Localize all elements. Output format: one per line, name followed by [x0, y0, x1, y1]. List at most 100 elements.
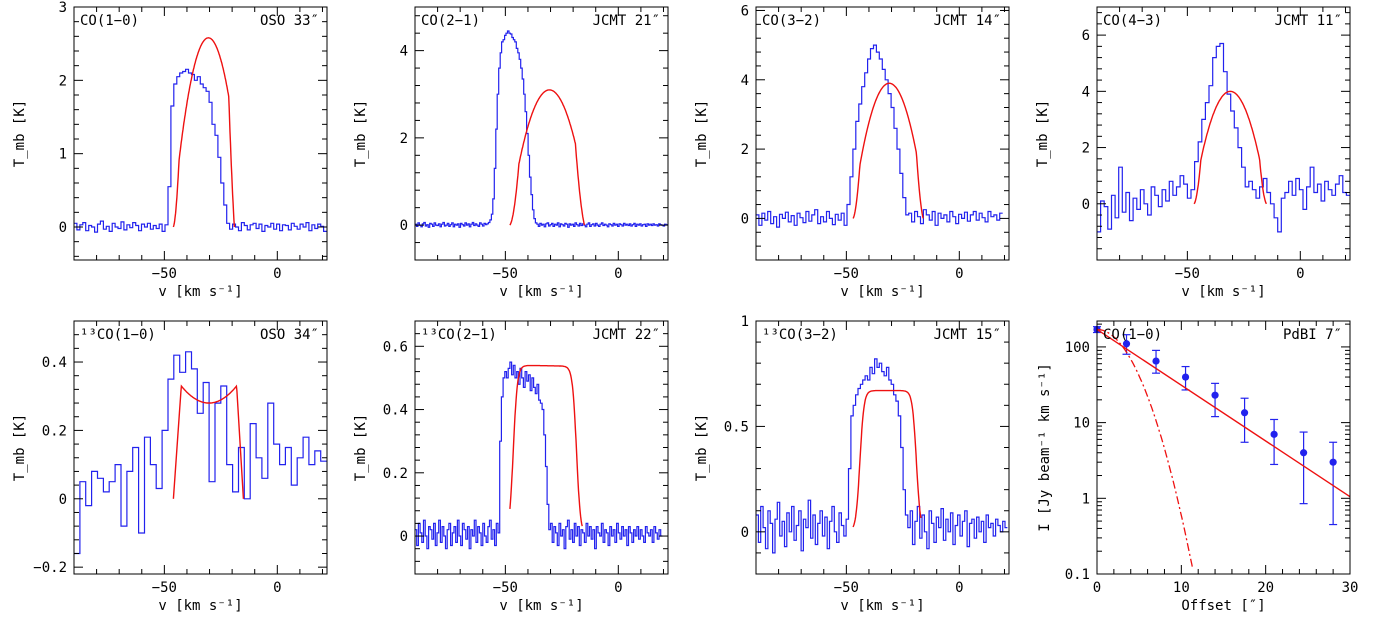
data-point	[1299, 431, 1308, 505]
x-tick-label: −50	[834, 266, 859, 282]
y-axis-label: I [Jy beam⁻¹ km s⁻¹]	[1037, 363, 1053, 532]
data-point	[1211, 382, 1220, 418]
y-tick-label: 2	[400, 131, 408, 147]
model-fit-curve	[1193, 90, 1268, 205]
x-axis-label: v [km s⁻¹]	[1181, 284, 1265, 300]
data-marker	[1181, 373, 1190, 381]
y-tick-label: 6	[741, 3, 749, 19]
x-tick-label: 0	[1093, 580, 1101, 596]
data-marker	[1270, 430, 1278, 438]
chart-panel-4: −50 0 0 2 4 6 v [km s⁻¹] T_mb [K] CO(4−3) JCMT 11…	[1035, 6, 1351, 300]
data-marker	[1152, 357, 1160, 365]
y-tick-label: 0.6	[383, 339, 408, 355]
plot-frame	[73, 6, 328, 261]
y-tick-label: 0.4	[383, 403, 408, 419]
plot-frame	[755, 6, 1010, 261]
transition-label: CO(1−0)	[1103, 327, 1162, 343]
observed-spectrum	[74, 68, 327, 233]
y-tick-label: 0.1	[1065, 567, 1090, 583]
data-point	[1181, 365, 1190, 391]
telescope-beam-label: OSO 34″	[260, 327, 319, 343]
telescope-beam-label: JCMT 21″	[593, 13, 660, 29]
y-tick-label: 0.5	[724, 419, 749, 435]
x-tick-label: 0	[614, 580, 622, 596]
transition-label: CO(3−2)	[762, 13, 821, 29]
data-marker	[1122, 340, 1131, 348]
y-tick-label: 100	[1065, 340, 1090, 356]
fit-line	[1096, 328, 1351, 498]
model-fit-curve	[172, 384, 245, 499]
x-axis-label: v [km s⁻¹]	[499, 598, 583, 614]
model-fit-curve	[172, 37, 236, 228]
x-axis-label: v [km s⁻¹]	[840, 598, 924, 614]
y-tick-label: 4	[1082, 84, 1090, 100]
observed-spectrum	[74, 351, 327, 555]
beam-profile-curve	[1097, 328, 1194, 570]
data-point	[1122, 334, 1131, 355]
telescope-beam-label: JCMT 15″	[934, 327, 1001, 343]
y-tick-label: 0.4	[42, 355, 67, 371]
y-tick-label: 2	[59, 73, 67, 89]
plot-frame	[414, 320, 669, 575]
y-axis-label: T_mb [K]	[694, 414, 710, 481]
y-tick-label: 1	[59, 147, 67, 163]
plot-frame	[414, 6, 669, 261]
plot-frame	[73, 320, 328, 575]
telescope-beam-label: JCMT 14″	[934, 13, 1001, 29]
y-tick-label: 0	[59, 492, 67, 508]
x-axis-label: v [km s⁻¹]	[499, 284, 583, 300]
data-point	[1270, 418, 1279, 466]
y-tick-label: 0	[741, 525, 749, 541]
x-tick-label: −50	[152, 266, 177, 282]
telescope-beam-label: OSO 33″	[260, 13, 319, 29]
x-tick-label: −50	[493, 266, 518, 282]
y-tick-label: 0	[1082, 197, 1090, 213]
telescope-beam-label: JCMT 22″	[593, 327, 660, 343]
y-tick-label: 0	[400, 529, 408, 545]
x-axis-label: Offset [″]	[1181, 598, 1265, 614]
data-point	[1329, 441, 1338, 526]
data-marker	[1329, 458, 1337, 466]
data-marker	[1211, 391, 1219, 399]
observed-spectrum	[756, 44, 1003, 228]
data-point	[1152, 349, 1161, 374]
y-axis-label: T_mb [K]	[12, 100, 28, 167]
model-fit-curve	[509, 364, 583, 527]
x-tick-label: −50	[493, 580, 518, 596]
model-fit-curve	[509, 89, 586, 226]
plot-frame	[1096, 6, 1351, 261]
y-tick-label: 2	[1082, 141, 1090, 157]
y-axis-label: T_mb [K]	[1035, 100, 1051, 167]
y-tick-label: 10	[1073, 416, 1090, 432]
y-tick-label: 0	[400, 218, 408, 234]
y-tick-label: 2	[741, 142, 749, 158]
model-fit-curve	[852, 82, 924, 219]
y-tick-label: 6	[1082, 28, 1090, 44]
transition-label: CO(1−0)	[80, 13, 139, 29]
chart-panel-2: −50 0 0 2 4 v [km s⁻¹] T_mb [K] CO(2−1) JCMT 21″	[353, 6, 669, 300]
y-axis-label: T_mb [K]	[12, 414, 28, 481]
x-tick-label: 0	[1296, 266, 1304, 282]
telescope-beam-label: JCMT 11″	[1275, 13, 1342, 29]
data-marker	[1300, 449, 1308, 457]
x-tick-label: 0	[614, 266, 622, 282]
y-axis-label: T_mb [K]	[694, 100, 710, 167]
y-tick-label: 0.2	[42, 423, 67, 439]
chart-panel-8: 0 10 20 30 0.1 1 10 100 Offset [″] I [Jy beam⁻¹ k…	[1037, 320, 1358, 614]
chart-panel-7: −50 0 0 0.5 1 v [km s⁻¹] T_mb [K] ¹³CO(3−2) JCMT…	[694, 314, 1010, 614]
transition-label: ¹³CO(2−1)	[421, 327, 497, 343]
data-marker	[1240, 409, 1249, 417]
observed-spectrum	[415, 361, 663, 550]
x-tick-label: −50	[1175, 266, 1200, 282]
y-tick-label: −0.2	[33, 560, 67, 576]
x-tick-label: −50	[834, 580, 859, 596]
chart-panel-3: −50 0 0 2 4 6 v [km s⁻¹] T_mb [K] CO(3−2) JCMT 14…	[694, 3, 1010, 300]
transition-label: ¹³CO(1−0)	[80, 327, 156, 343]
transition-label: CO(4−3)	[1103, 13, 1162, 29]
observed-spectrum	[756, 358, 1008, 554]
y-tick-label: 0.2	[383, 466, 408, 482]
y-tick-label: 3	[59, 0, 67, 16]
y-axis-label: T_mb [K]	[353, 100, 369, 167]
x-tick-label: 0	[955, 266, 963, 282]
chart-panel-5: −50 0 −0.2 0 0.2 0.4 v [km s⁻¹] T_mb [K] ¹³CO(1−…	[12, 320, 328, 614]
